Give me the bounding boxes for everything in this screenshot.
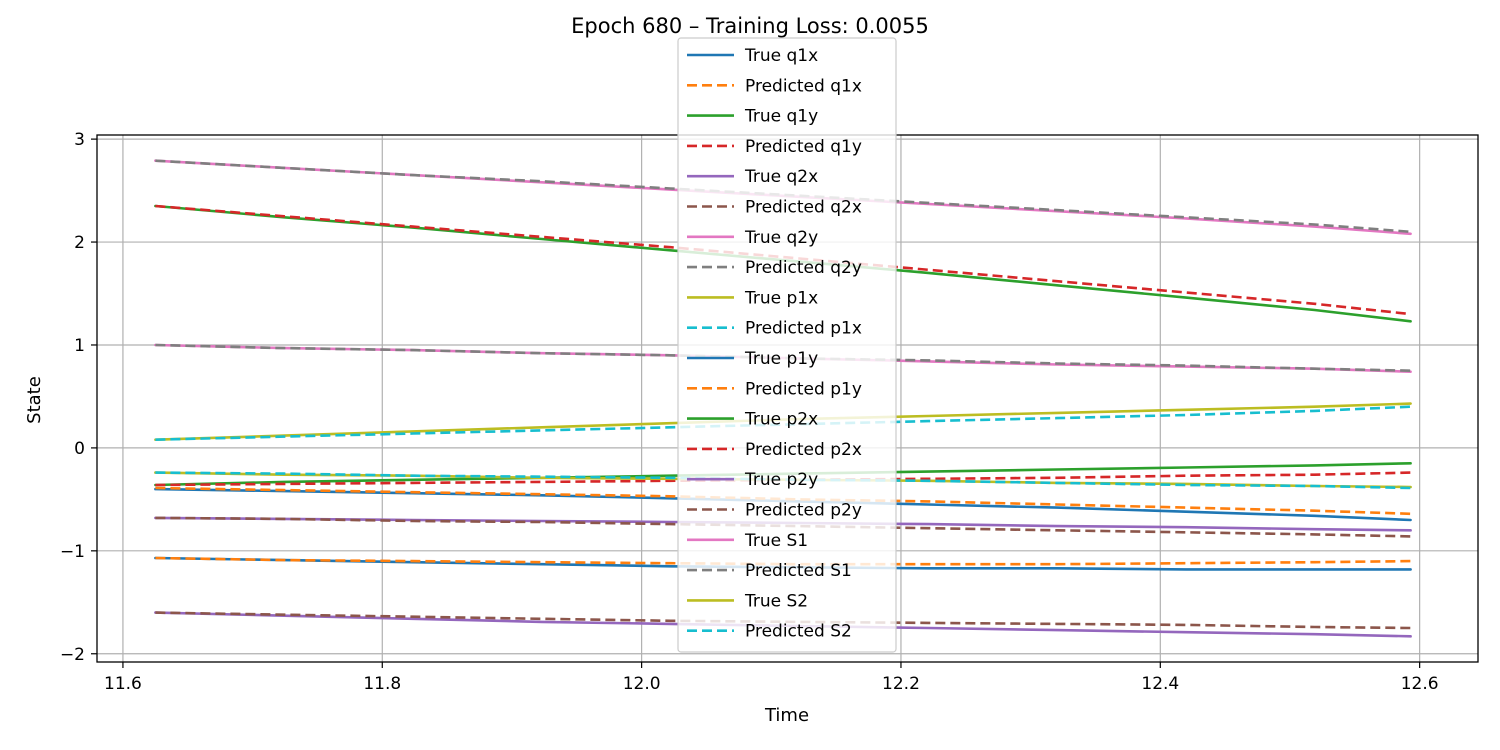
x-tick-label: 12.2 xyxy=(882,674,920,694)
legend-label: True p1x xyxy=(744,288,818,308)
legend-label: True q1y xyxy=(744,107,818,127)
x-tick-label: 11.8 xyxy=(363,674,401,694)
legend-label: True p2x xyxy=(744,410,818,430)
legend-label: Predicted p2x xyxy=(745,440,862,460)
legend-entry: True p2y xyxy=(687,470,818,490)
legend-entry: True q2x xyxy=(687,167,818,187)
legend-entry: Predicted p2y xyxy=(687,501,862,521)
legend-entry: Predicted S1 xyxy=(687,561,852,581)
legend-entry: Predicted q1x xyxy=(687,76,862,96)
legend-entry: True q1y xyxy=(687,107,818,127)
legend: True q1x Predicted q1x True q1y Predicted q… xyxy=(677,37,897,653)
legend-label: True q2y xyxy=(744,228,818,248)
legend-entry: True S1 xyxy=(687,531,808,551)
series-line-predicted-p1x xyxy=(155,405,1411,441)
legend-label: True S2 xyxy=(744,591,808,611)
y-tick-label: 0 xyxy=(74,439,85,459)
legend-entry: True p1x xyxy=(687,288,818,308)
y-tick-label: 2 xyxy=(74,233,85,253)
y-tick-label: 3 xyxy=(74,130,85,150)
legend-label: True q2x xyxy=(744,167,818,187)
legend-label: True p1y xyxy=(744,349,818,369)
y-tick-label: −1 xyxy=(60,542,85,562)
series-line-predicted-s1 xyxy=(155,343,1411,372)
legend-label: Predicted p1x xyxy=(745,319,862,339)
legend-label: Predicted q2y xyxy=(745,258,862,278)
legend-entry: Predicted p1y xyxy=(687,379,862,399)
legend-label: Predicted q1x xyxy=(745,76,862,96)
x-tick-label: 12.4 xyxy=(1141,674,1179,694)
axes-ticks: 11.6 11.8 12.0 12.2 12.4 12.6 −2 −1 0 1 2 3 xyxy=(60,130,1439,694)
series-line-predicted-p2y xyxy=(155,516,1411,538)
legend-entry: True p2x xyxy=(687,410,818,430)
x-tick-label: 11.6 xyxy=(104,674,142,694)
legend-entry: True q1x xyxy=(687,46,818,66)
series-line-predicted-q2y xyxy=(155,159,1411,234)
legend-label: Predicted q2x xyxy=(745,198,862,218)
legend-label: True S1 xyxy=(744,531,808,551)
y-tick-label: 1 xyxy=(74,336,85,356)
legend-entry: Predicted p1x xyxy=(687,319,862,339)
series-line-predicted-q1x xyxy=(155,486,1411,516)
legend-entry: Predicted S2 xyxy=(687,622,852,642)
series-line-predicted-p2x xyxy=(155,471,1411,487)
legend-entry: Predicted q2x xyxy=(687,198,862,218)
legend-entry: Predicted q1y xyxy=(687,137,862,157)
series-line-predicted-q2x xyxy=(155,611,1411,630)
legend-label: Predicted p1y xyxy=(745,379,862,399)
legend-entry: Predicted p2x xyxy=(687,440,862,460)
y-axis-label: State xyxy=(24,376,45,424)
series-line-predicted-p1y xyxy=(155,556,1411,566)
chart-title: Epoch 680 – Training Loss: 0.0055 xyxy=(571,14,929,38)
legend-entry: True p1y xyxy=(687,349,818,369)
legend-label: True q1x xyxy=(744,46,818,66)
legend-label: Predicted q1y xyxy=(745,137,862,157)
x-tick-label: 12.6 xyxy=(1401,674,1439,694)
legend-box xyxy=(677,37,897,653)
legend-entry: True q2y xyxy=(687,228,818,248)
series-line-predicted-s2 xyxy=(155,471,1411,490)
x-axis-label: Time xyxy=(764,705,809,726)
legend-entry: True S2 xyxy=(687,591,808,611)
legend-label: Predicted S2 xyxy=(745,622,852,642)
legend-entry: Predicted q2y xyxy=(687,258,862,278)
legend-label: Predicted S1 xyxy=(745,561,852,581)
x-tick-label: 12.0 xyxy=(623,674,661,694)
legend-label: True p2y xyxy=(744,470,818,490)
legend-label: Predicted p2y xyxy=(745,501,862,521)
y-tick-label: −2 xyxy=(60,645,85,665)
